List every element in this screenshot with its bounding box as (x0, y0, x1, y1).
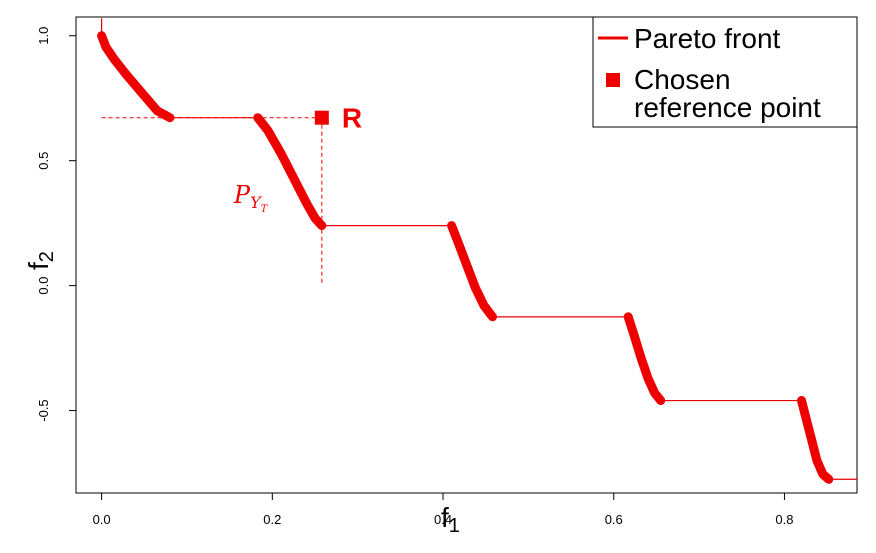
x-tick-label: 0.4 (434, 512, 452, 527)
plot-frame (75, 16, 858, 494)
pareto-curve-segment (623, 312, 666, 405)
x-tick-label: 0.8 (775, 512, 793, 527)
y-tick-label: 0.0 (36, 277, 51, 295)
x-axis: 0.0 0.2 0.4 0.6 0.8 (93, 493, 793, 527)
reference-point-group: R (314, 103, 362, 134)
legend-square-swatch (606, 73, 620, 87)
legend-label-pareto-front: Pareto front (634, 23, 781, 54)
pareto-curve-segment (447, 221, 497, 322)
y-tick-label: -0.5 (36, 399, 51, 421)
y-tick-label: 0.5 (36, 152, 51, 170)
y-axis: 1.0 0.5 0.0 -0.5 (36, 27, 76, 422)
front-subset-label: PYT (233, 181, 269, 215)
x-tick-label: 0.2 (263, 512, 281, 527)
pareto-curve-segment (797, 396, 834, 484)
pareto-front-series (97, 18, 857, 484)
legend-box (592, 16, 858, 128)
annotations: PYT (233, 181, 269, 215)
x-axis-title: f1 (441, 502, 460, 537)
reference-guides (101, 117, 323, 286)
x-tick-label: 0.0 (93, 512, 111, 527)
y-tick-label: 1.0 (36, 27, 51, 45)
legend-label-chosen: Chosen (634, 64, 731, 95)
reference-point-marker (314, 110, 329, 125)
pareto-curve-segment (253, 113, 327, 231)
pareto-curve-segment (97, 31, 175, 123)
legend: Pareto front Chosen reference point (592, 16, 858, 128)
legend-label-reference-point: reference point (634, 92, 821, 123)
y-axis-title: f2 (23, 251, 58, 270)
reference-point-label: R (342, 103, 362, 134)
x-tick-label: 0.6 (605, 512, 623, 527)
